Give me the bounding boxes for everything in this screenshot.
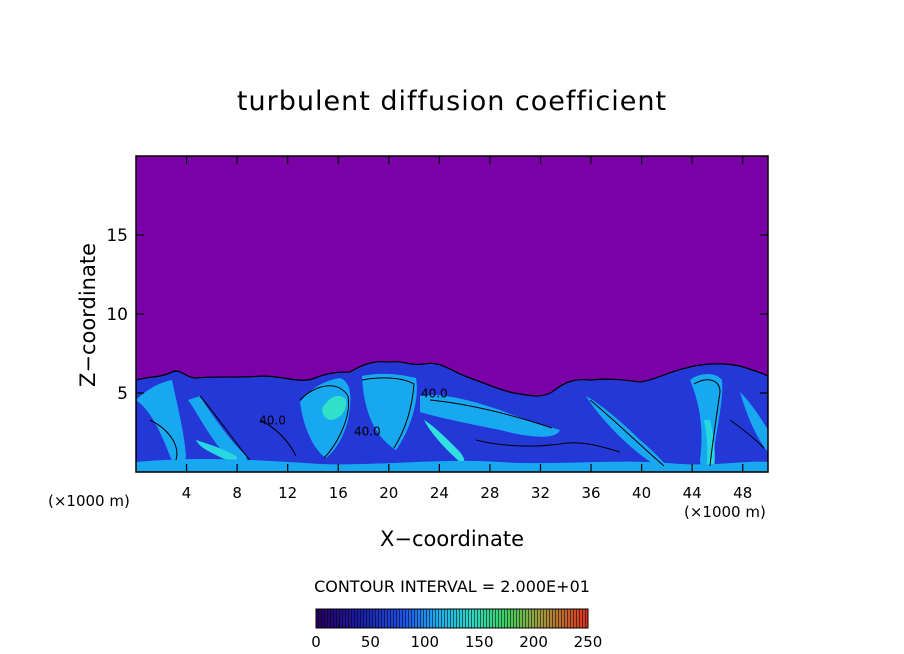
mixing-streak — [196, 440, 238, 461]
contour-line — [149, 419, 178, 461]
y-axis-ticks: 5 10 15 — [106, 226, 768, 404]
x-tick-label: 16 — [329, 484, 348, 502]
contour-labels: 40.0 40.0 40.0 — [259, 387, 448, 439]
chart-title: turbulent diffusion coefficient — [236, 86, 668, 117]
contour-line — [693, 379, 721, 467]
x-tick-label: 48 — [733, 484, 752, 502]
x-unit-label-right: (×1000 m) — [684, 503, 766, 521]
mixing-streak — [420, 394, 560, 437]
mixing-streak — [424, 420, 465, 464]
contour-interval-label: CONTOUR INTERVAL = 2.000E+01 — [314, 577, 590, 596]
x-tick-label: 32 — [531, 484, 550, 502]
contour-line — [361, 377, 415, 449]
y-tick-label: 15 — [106, 226, 128, 246]
x-tick-label: 20 — [379, 484, 398, 502]
mixing-streak — [136, 380, 186, 467]
y-tick-label: 10 — [106, 305, 128, 325]
mixing-streak — [188, 396, 247, 467]
colorbar-frame — [315, 608, 589, 629]
colorbar-ticks: 0 50 100 150 200 250 — [311, 633, 602, 651]
colorbar-tick-label: 250 — [574, 633, 603, 651]
contour-line — [259, 419, 297, 457]
colorbar-tick-label: 100 — [410, 633, 439, 651]
contour-label: 40.0 — [421, 387, 448, 401]
contour-line — [589, 399, 665, 467]
contour-line — [429, 399, 553, 429]
turbulence-field: 40.0 40.0 40.0 — [136, 360, 768, 472]
x-tick-label: 12 — [278, 484, 297, 502]
surface-layer — [136, 458, 768, 472]
contour-line — [299, 385, 350, 459]
x-tick-label: 36 — [581, 484, 600, 502]
x-axis-ticks: 4 8 12 16 20 24 28 32 36 40 44 48 — [182, 156, 752, 502]
y-tick-label: 5 — [117, 384, 128, 404]
x-tick-label: 4 — [182, 484, 192, 502]
mixing-streak — [704, 420, 715, 470]
x-tick-label: 44 — [683, 484, 702, 502]
colorbar-tick-label: 50 — [361, 633, 380, 651]
colorbar-lines — [316, 609, 588, 628]
colorbar-tick-label: 0 — [311, 633, 321, 651]
x-tick-label: 28 — [480, 484, 499, 502]
contour-label: 40.0 — [354, 425, 381, 439]
contour-line — [199, 395, 251, 461]
colorbar-tick-label: 200 — [519, 633, 548, 651]
colorbar-tick-label: 150 — [465, 633, 494, 651]
contour-line — [729, 419, 765, 449]
x-tick-label: 40 — [632, 484, 651, 502]
contour-label: 40.0 — [259, 414, 286, 428]
colorbar: 0 50 100 150 200 250 — [311, 608, 602, 651]
x-unit-label-left: (×1000 m) — [48, 492, 130, 510]
x-tick-label: 24 — [430, 484, 449, 502]
x-axis-label: X−coordinate — [380, 527, 524, 551]
mixing-streak — [322, 395, 347, 420]
mixing-streak — [740, 392, 768, 452]
contour-line — [475, 439, 621, 453]
x-tick-label: 8 — [232, 484, 242, 502]
